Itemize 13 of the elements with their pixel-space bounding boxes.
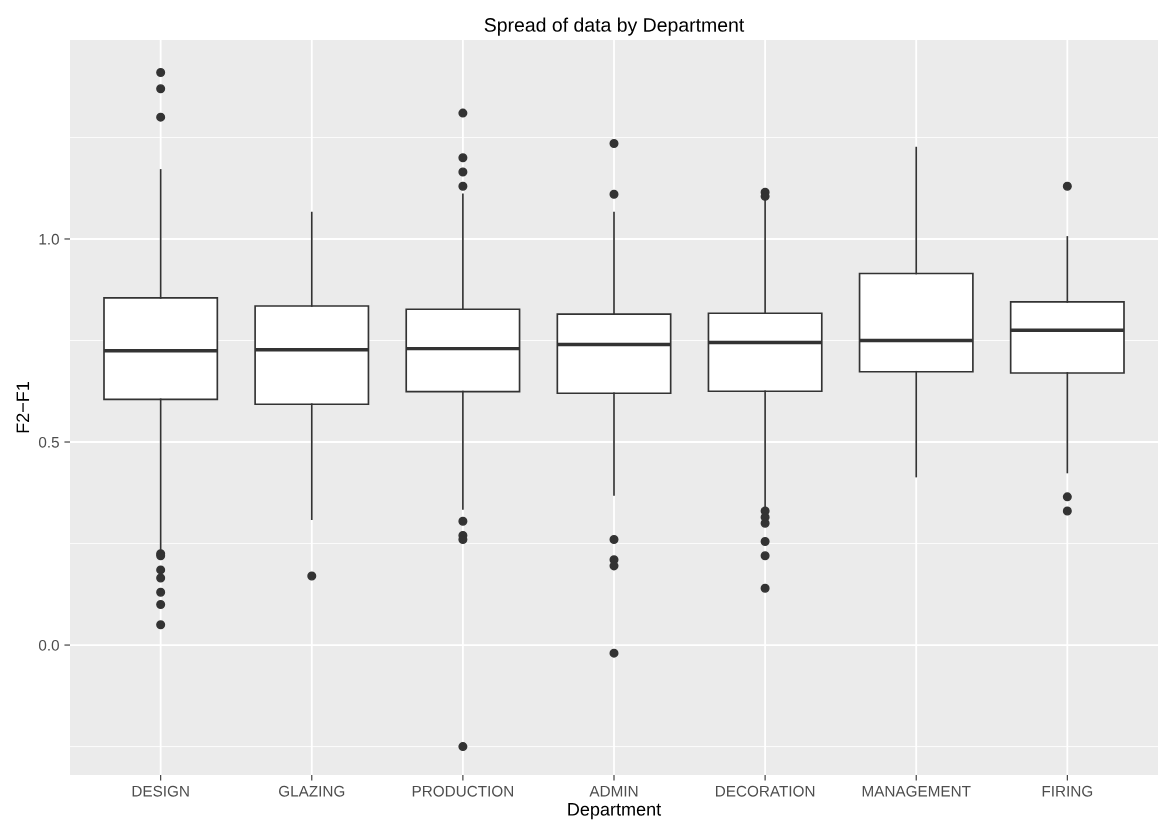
x-tick-label: MANAGEMENT xyxy=(862,785,971,797)
y-axis-title: F2−F1 xyxy=(16,382,30,433)
x-tick-label: FIRING xyxy=(1042,785,1093,797)
x-tick-label: DECORATION xyxy=(716,785,815,797)
y-tick-label: 0.0 xyxy=(38,639,59,651)
x-tick-label: ADMIN xyxy=(589,785,638,797)
x-tick-label: GLAZING xyxy=(279,785,345,797)
x-tick-label: DESIGN xyxy=(132,785,189,797)
y-tick-label: 0.5 xyxy=(38,436,59,448)
x-axis-title: Department xyxy=(568,803,662,820)
chart-title: Spread of data by Department xyxy=(484,17,745,36)
x-tick-label: PRODUCTION xyxy=(412,785,513,797)
y-tick-label: 1.0 xyxy=(39,233,59,245)
